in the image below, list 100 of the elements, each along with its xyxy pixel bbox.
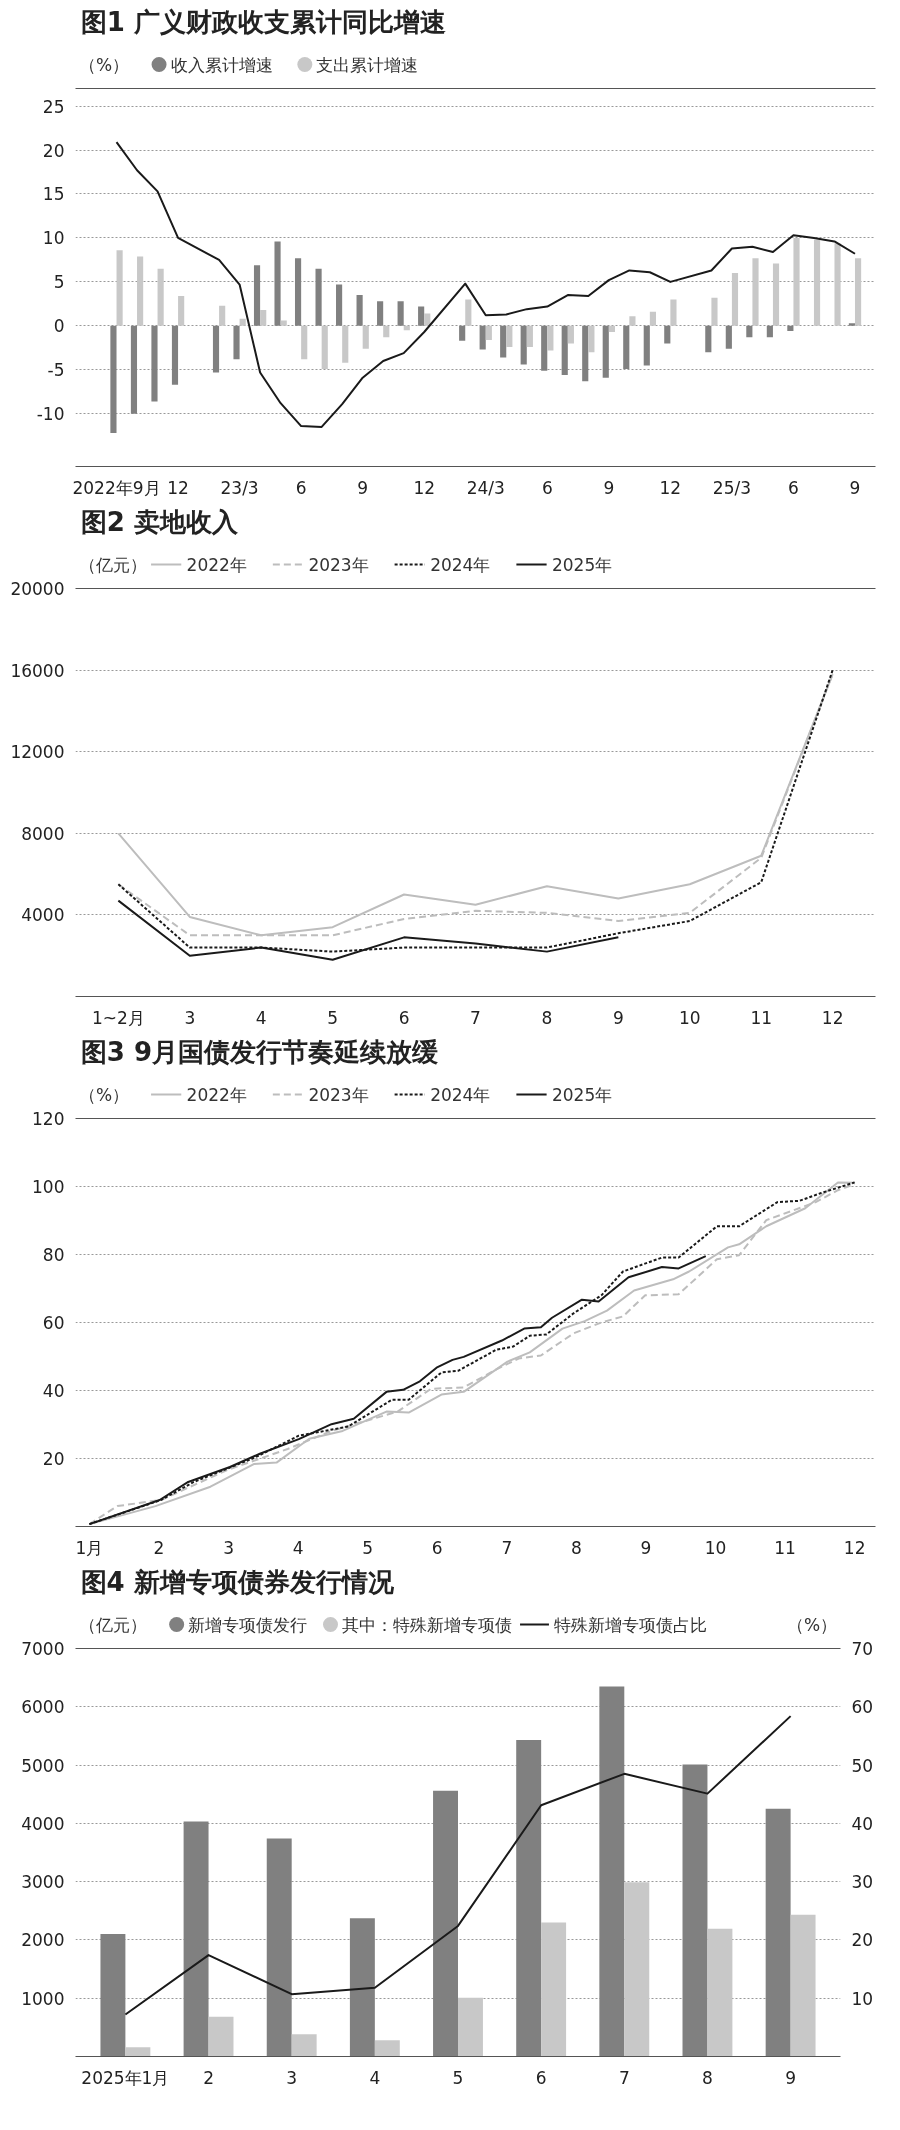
y-tick-label: 40 bbox=[42, 1381, 65, 1401]
x-tick-label: 6 bbox=[541, 477, 553, 498]
bar bbox=[711, 297, 718, 326]
x-tick-label: 5 bbox=[327, 1007, 339, 1028]
chart-title: 图1 广义财政收支累计同比增速 bbox=[80, 6, 446, 37]
bar bbox=[725, 325, 732, 349]
bar bbox=[315, 268, 322, 326]
x-tick-label: 8 bbox=[570, 1537, 582, 1558]
x-tick-label: 8 bbox=[702, 2067, 713, 2088]
bar bbox=[233, 325, 240, 360]
y-tick-label: 20 bbox=[42, 140, 65, 161]
x-tick-label: 9 bbox=[849, 477, 861, 498]
y-tick-label: 5 bbox=[53, 272, 65, 293]
x-tick-label: 2022年9月 bbox=[72, 477, 161, 498]
bar bbox=[793, 237, 800, 326]
x-tick-label: 7 bbox=[470, 1007, 481, 1028]
x-tick-label: 10 bbox=[704, 1537, 727, 1558]
x-tick-label: 4 bbox=[255, 1007, 267, 1028]
legend-label: 特殊新增专项债占比 bbox=[554, 1614, 708, 1635]
bar bbox=[349, 1918, 375, 2057]
bar bbox=[787, 325, 794, 332]
bar bbox=[100, 1934, 126, 2057]
y2-axis-title: （%） bbox=[786, 1614, 838, 1635]
bar bbox=[151, 325, 158, 402]
y-tick-label: 4000 bbox=[21, 905, 65, 926]
bar bbox=[608, 325, 615, 332]
x-tick-label: 23/3 bbox=[220, 477, 259, 498]
x-tick-label: 2 bbox=[203, 2067, 214, 2088]
y-tick-label: 12000 bbox=[10, 742, 65, 763]
bar bbox=[567, 325, 574, 344]
y-tick-label: 20 bbox=[42, 1449, 65, 1469]
bar bbox=[834, 243, 841, 326]
bar bbox=[707, 1928, 733, 2057]
y2-tick-label: 40 bbox=[851, 1813, 874, 1834]
bar bbox=[602, 325, 609, 378]
y2-tick-label: 30 bbox=[851, 1872, 874, 1893]
bar bbox=[765, 1808, 791, 2057]
bar bbox=[547, 325, 554, 351]
line-series bbox=[115, 141, 856, 428]
bar bbox=[260, 310, 267, 326]
bar bbox=[397, 301, 404, 326]
line-series bbox=[124, 1715, 792, 2016]
bar bbox=[459, 325, 466, 341]
bar bbox=[848, 323, 855, 326]
bar bbox=[374, 2040, 400, 2057]
x-tick-label: 1月 bbox=[75, 1537, 104, 1558]
y-tick-label: 100 bbox=[32, 1177, 65, 1197]
y-tick-label: 8000 bbox=[21, 823, 65, 844]
x-tick-label: 11 bbox=[750, 1007, 773, 1028]
y-tick-label: 16000 bbox=[10, 660, 65, 681]
bar bbox=[383, 325, 390, 338]
y-tick-label: 1000 bbox=[21, 1988, 65, 2009]
legend-label: 2025年 bbox=[551, 1084, 613, 1105]
bar bbox=[458, 1997, 483, 2057]
y-tick-label: 3000 bbox=[21, 1872, 65, 1893]
y-tick-label: 20000 bbox=[10, 579, 65, 599]
bar bbox=[506, 325, 513, 347]
x-tick-label: 1~2月 bbox=[91, 1007, 145, 1028]
x-tick-label: 6 bbox=[788, 477, 799, 498]
bar bbox=[116, 250, 123, 326]
x-tick-label: 11 bbox=[774, 1537, 796, 1558]
y-tick-label: 6000 bbox=[21, 1697, 65, 1718]
legend-label: 其中：特殊新增专项债 bbox=[341, 1614, 512, 1635]
x-tick-label: 4 bbox=[292, 1537, 304, 1558]
bar bbox=[766, 325, 773, 338]
x-tick-label: 12 bbox=[821, 1007, 844, 1028]
bar bbox=[746, 325, 753, 338]
bar bbox=[588, 325, 595, 353]
x-tick-label: 7 bbox=[618, 2067, 630, 2088]
bar bbox=[291, 2034, 317, 2057]
bar bbox=[599, 1686, 625, 2057]
y2-tick-label: 50 bbox=[851, 1755, 874, 1776]
bar bbox=[171, 325, 179, 385]
bar bbox=[516, 1740, 542, 2057]
x-tick-label: 9 bbox=[612, 1007, 624, 1028]
x-tick-label: 9 bbox=[603, 477, 615, 498]
bar bbox=[705, 325, 712, 353]
y2-tick-label: 10 bbox=[851, 1988, 874, 2009]
x-tick-label: 12 bbox=[659, 477, 682, 498]
chart-title: 图4 新增专项债券发行情况 bbox=[80, 1566, 395, 1597]
y-tick-label: 5000 bbox=[21, 1755, 65, 1776]
y-tick-label: 80 bbox=[42, 1245, 65, 1265]
x-tick-label: 6 bbox=[431, 1537, 443, 1558]
bar bbox=[479, 325, 486, 350]
bar bbox=[336, 284, 343, 326]
x-tick-label: 9 bbox=[640, 1537, 652, 1558]
bar bbox=[418, 306, 425, 326]
x-tick-label: 2 bbox=[153, 1537, 165, 1558]
bar bbox=[790, 1914, 816, 2057]
bar bbox=[362, 325, 369, 349]
chart-title: 图3 9月国债发行节奏延续放缓 bbox=[80, 1036, 439, 1067]
y-tick-label: -10 bbox=[36, 404, 65, 425]
y-tick-label: 25 bbox=[42, 96, 65, 117]
bar bbox=[629, 316, 636, 326]
bar bbox=[541, 1922, 567, 2057]
x-tick-label: 12 bbox=[843, 1537, 866, 1558]
x-tick-label: 10 bbox=[678, 1007, 701, 1028]
bar bbox=[208, 2016, 234, 2057]
x-tick-label: 12 bbox=[413, 477, 436, 498]
bar bbox=[356, 295, 363, 326]
